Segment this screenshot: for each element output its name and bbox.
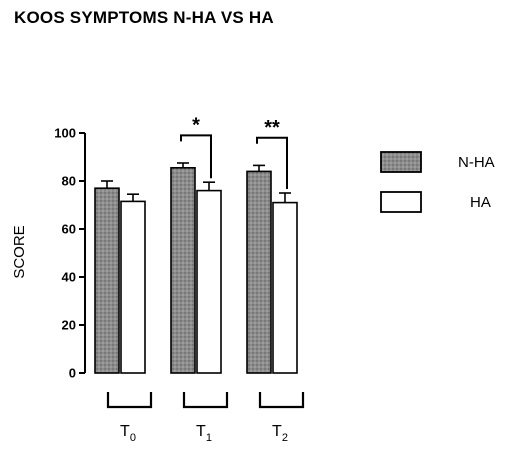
y-axis-title: SCORE <box>11 225 28 278</box>
category-label: T2 <box>272 423 288 444</box>
bar-ha-1 <box>196 189 222 374</box>
y-tick-label: 100 <box>54 126 76 141</box>
bars <box>94 162 298 374</box>
legend-label: HA <box>470 194 491 211</box>
category-bracket <box>182 392 229 409</box>
bar-ha-2 <box>272 201 298 374</box>
significance-bracket <box>256 136 288 189</box>
legend-label: N-HA <box>458 154 495 171</box>
category-label: T0 <box>120 423 136 444</box>
chart-title: KOOS SYMPTOMS N-HA VS HA <box>14 8 274 27</box>
legend: N-HA HA <box>380 151 495 213</box>
bar-n-ha-1 <box>170 167 196 374</box>
significance-markers: * ** <box>180 114 288 189</box>
bar-n-ha-2 <box>246 170 272 374</box>
y-tick-label: 60 <box>62 222 76 237</box>
bar-n-ha-0 <box>94 187 120 374</box>
y-tick-label: 80 <box>62 174 76 189</box>
category-bracket <box>106 392 153 409</box>
y-tick-label: 0 <box>69 366 76 381</box>
y-axis: 0 20 40 60 80 100 <box>54 126 86 381</box>
category-bracket <box>258 392 305 409</box>
significance-bracket <box>180 134 212 179</box>
bar-ha-0 <box>120 200 146 374</box>
y-tick-label: 20 <box>62 318 76 333</box>
category-axis: T0 T1 T2 <box>106 392 305 444</box>
legend-swatch-ha <box>380 191 422 213</box>
category-label: T1 <box>196 423 212 444</box>
significance-label: * <box>192 114 200 136</box>
significance-label: ** <box>264 117 280 139</box>
legend-swatch-n-ha <box>380 151 422 173</box>
y-tick-label: 40 <box>62 270 76 285</box>
